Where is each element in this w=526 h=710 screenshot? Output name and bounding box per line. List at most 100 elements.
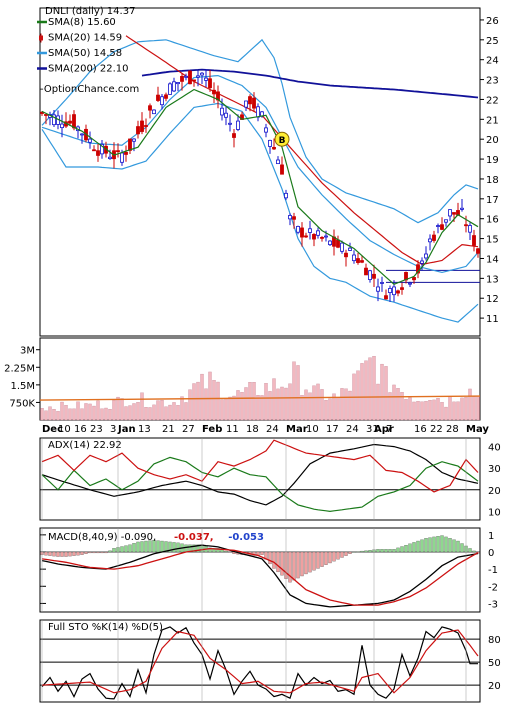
candle-body <box>288 215 292 220</box>
price-y-tick-label: 18 <box>486 175 499 186</box>
volume-bar <box>268 391 272 421</box>
stochastic-series-line <box>41 629 479 694</box>
candle-body <box>292 216 296 220</box>
macd-histogram-bar <box>216 548 220 553</box>
candle-body <box>220 107 224 116</box>
volume-bar <box>280 386 284 421</box>
macd-histogram-bar <box>52 551 56 557</box>
price-y-tick-label: 22 <box>486 95 499 106</box>
x-axis-label: Apr <box>374 424 394 435</box>
candle-body <box>432 234 436 241</box>
volume-bar <box>120 398 124 421</box>
volume-bar <box>472 396 476 421</box>
macd-histogram-bar <box>300 551 304 577</box>
volume-bar <box>248 381 252 421</box>
candle-body <box>352 254 356 262</box>
macd-histogram-bar <box>376 549 380 553</box>
volume-bar <box>368 357 372 421</box>
macd-histogram-bar <box>88 551 92 554</box>
macd-histogram-bar <box>280 551 284 576</box>
volume-bar <box>444 406 448 421</box>
x-axis-label: 10 <box>58 424 71 435</box>
macd-histogram-bar <box>356 551 360 553</box>
legend-swatch <box>39 35 43 41</box>
candle-body <box>312 234 316 240</box>
candle-body <box>164 94 168 99</box>
macd-histogram-bar <box>76 551 80 556</box>
volume-bar <box>404 399 408 421</box>
candle-body <box>364 267 368 276</box>
volume-y-tick-label: 3M <box>20 346 35 357</box>
macd-histogram-bar <box>72 551 76 556</box>
volume-bar <box>80 408 84 421</box>
candle-body <box>380 282 384 284</box>
candle-body <box>280 164 284 175</box>
candle-body <box>408 282 412 285</box>
volume-bar <box>76 401 80 421</box>
price-y-tick-label: 15 <box>486 235 499 246</box>
macd-histogram-bar <box>388 549 392 553</box>
volume-bar <box>296 365 300 421</box>
candle-body <box>124 151 128 155</box>
volume-bar <box>320 389 324 421</box>
volume-bar <box>276 388 280 421</box>
volume-bar <box>452 401 456 421</box>
candle-body <box>92 149 96 152</box>
candle-body <box>436 225 440 227</box>
volume-bar <box>396 388 400 421</box>
candle-body <box>428 238 432 243</box>
signal-marker <box>274 131 290 147</box>
candle-body <box>376 286 380 292</box>
x-axis-label: 18 <box>246 424 259 435</box>
candle-body <box>464 224 468 227</box>
candle-body <box>300 227 304 238</box>
macd-histogram-bar <box>344 551 348 556</box>
macd-histogram-bar <box>352 551 356 553</box>
price-y-tick-label: 13 <box>486 274 499 285</box>
candle-body <box>340 242 344 252</box>
macd-histogram-bar <box>432 536 436 553</box>
volume-bar <box>68 408 72 421</box>
volume-bar <box>232 395 236 421</box>
macd-histogram-bar <box>260 551 264 555</box>
volume-bar <box>88 403 92 421</box>
macd-histogram-bar <box>420 539 424 553</box>
sma200-line <box>141 68 479 99</box>
price-y-tick-label: 24 <box>486 56 499 67</box>
volume-bar <box>172 402 176 421</box>
candle-body <box>232 133 236 138</box>
volume-bar <box>204 388 208 421</box>
candle-body <box>320 236 324 239</box>
candle-body <box>188 70 192 85</box>
stochastic-title: Full STO %K(14) %D(5) <box>48 622 163 633</box>
macd-histogram-bar <box>192 544 196 553</box>
volume-bar <box>236 390 240 421</box>
volume-bar <box>420 401 424 421</box>
chart-title: DNLI (daily) 14.37 <box>45 6 135 17</box>
volume-bar <box>364 360 368 421</box>
volume-bar <box>144 407 148 421</box>
volume-bar <box>300 395 304 421</box>
volume-bar <box>288 383 292 421</box>
x-axis-label: 13 <box>138 424 151 435</box>
macd-series-line <box>41 547 479 606</box>
volume-bar <box>376 383 380 421</box>
volume-bar <box>156 400 160 421</box>
macd-histogram-bar <box>100 551 104 554</box>
volume-bar <box>228 396 232 421</box>
macd-histogram-bar <box>84 551 88 554</box>
macd-histogram-bar <box>112 548 116 553</box>
volume-bar <box>336 397 340 421</box>
candle-body <box>336 239 340 248</box>
macd-histogram-bar <box>324 551 328 565</box>
macd-histogram-bar <box>136 541 140 553</box>
volume-bar <box>388 392 392 421</box>
candle-body <box>132 138 136 142</box>
volume-bar <box>412 401 416 421</box>
macd-histogram-bar <box>164 541 168 553</box>
macd-histogram-bar <box>316 551 320 569</box>
adx-y-tick-label: 20 <box>488 486 501 497</box>
price-y-tick-label: 16 <box>486 215 499 226</box>
